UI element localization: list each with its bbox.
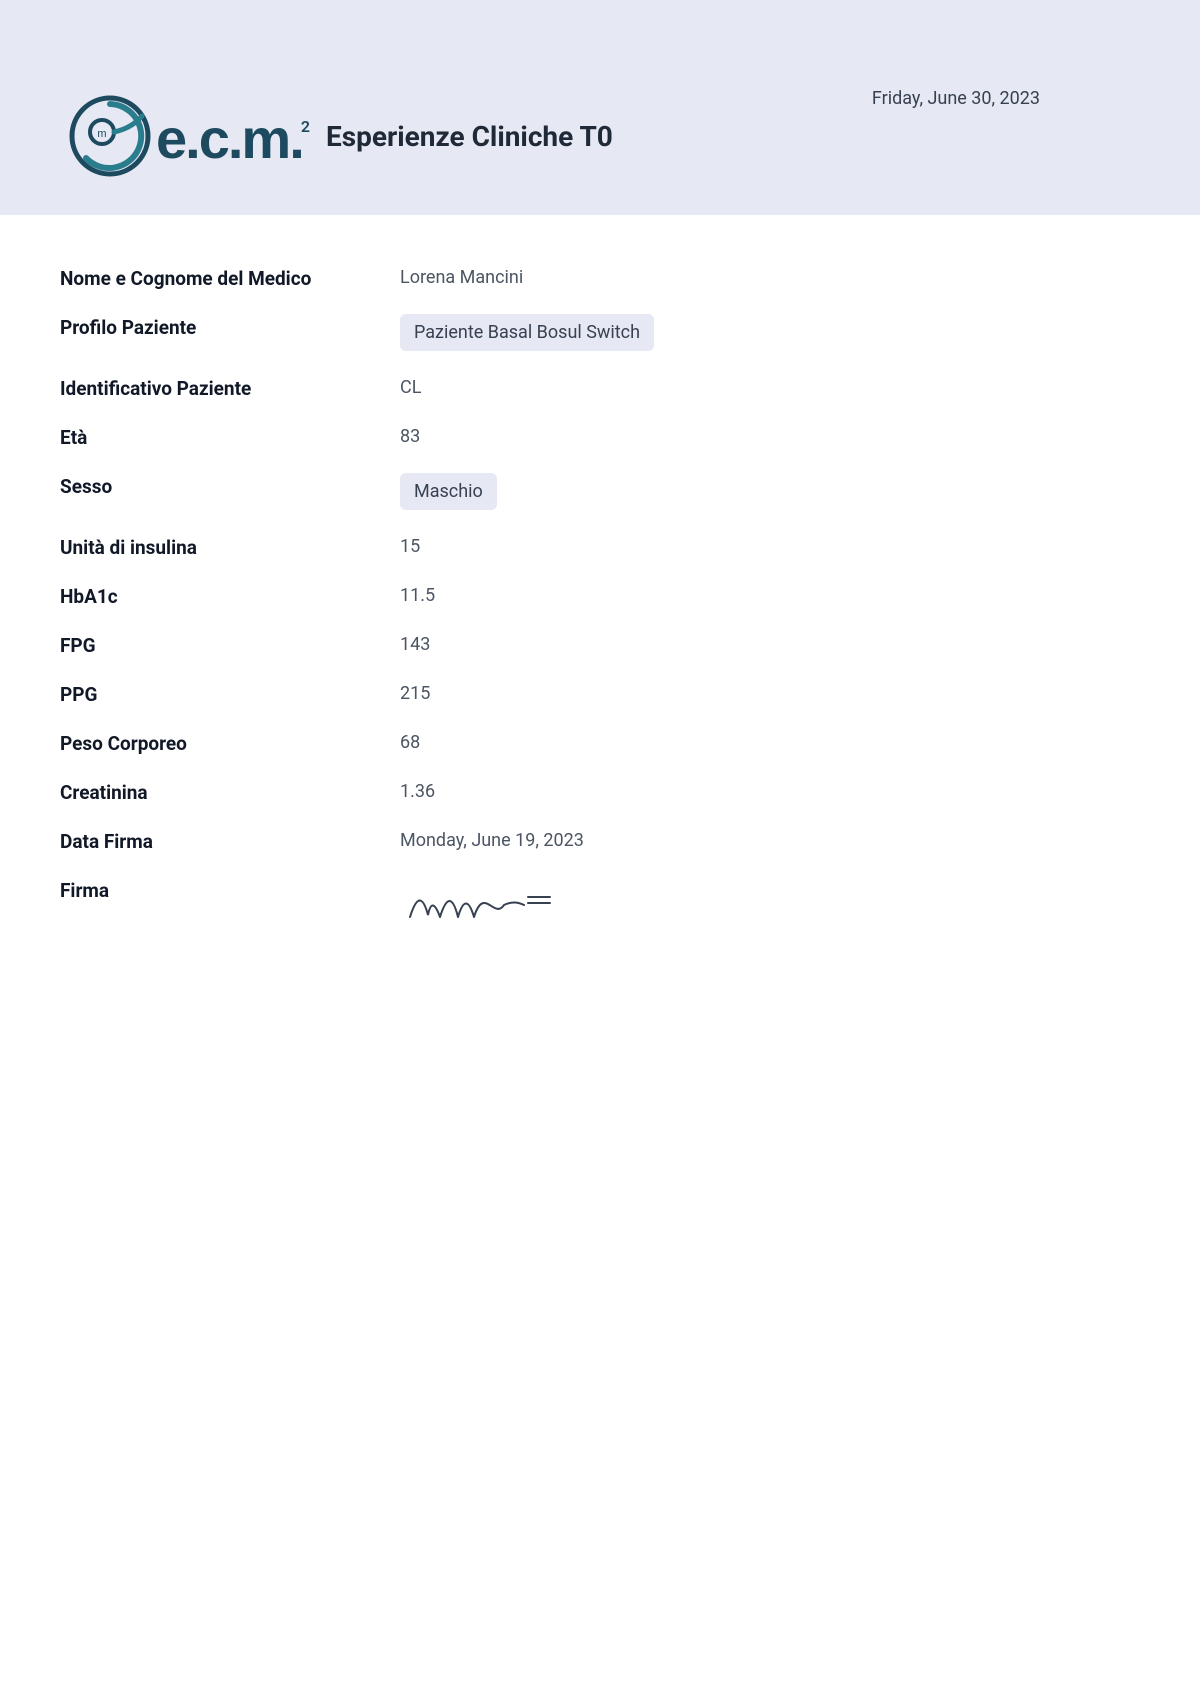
hba1c-label: HbA1c (60, 581, 400, 608)
insulin-label: Unità di insulina (60, 532, 400, 559)
doctor-label: Nome e Cognome del Medico (60, 263, 400, 290)
ppg-value: 215 (400, 679, 430, 704)
fpg-label: FPG (60, 630, 400, 657)
header-band: Friday, June 30, 2023 m e.c.m. 2 Esperie… (0, 0, 1200, 215)
field-row-patient-id: Identificativo Paziente CL (60, 373, 1140, 400)
hba1c-value: 11.5 (400, 581, 435, 606)
svg-text:2: 2 (301, 117, 310, 136)
field-row-hba1c: HbA1c 11.5 (60, 581, 1140, 608)
field-row-sign-date: Data Firma Monday, June 19, 2023 (60, 826, 1140, 853)
field-row-sex: Sesso Maschio (60, 471, 1140, 510)
ppg-label: PPG (60, 679, 400, 706)
field-row-insulin: Unità di insulina 15 (60, 532, 1140, 559)
signature-value (400, 875, 580, 930)
sex-label: Sesso (60, 471, 400, 498)
signature-icon (400, 875, 580, 925)
patient-id-label: Identificativo Paziente (60, 373, 400, 400)
sex-chip: Maschio (400, 473, 497, 510)
document-date: Friday, June 30, 2023 (872, 88, 1040, 109)
patient-id-value: CL (400, 373, 421, 398)
sign-date-label: Data Firma (60, 826, 400, 853)
doctor-value: Lorena Mancini (400, 263, 523, 288)
field-row-doctor: Nome e Cognome del Medico Lorena Mancini (60, 263, 1140, 290)
weight-value: 68 (400, 728, 420, 753)
profile-value: Paziente Basal Bosul Switch (400, 312, 654, 351)
field-row-profile: Profilo Paziente Paziente Basal Bosul Sw… (60, 312, 1140, 351)
sex-value: Maschio (400, 471, 497, 510)
age-label: Età (60, 422, 400, 449)
ecm-logo-icon: m e.c.m. 2 (62, 88, 314, 184)
field-row-fpg: FPG 143 (60, 630, 1140, 657)
svg-text:e.c.m.: e.c.m. (156, 107, 303, 170)
creatinine-value: 1.36 (400, 777, 435, 802)
weight-label: Peso Corporeo (60, 728, 400, 755)
fpg-value: 143 (400, 630, 430, 655)
field-row-signature: Firma (60, 875, 1140, 930)
profile-chip: Paziente Basal Bosul Switch (400, 314, 654, 351)
profile-label: Profilo Paziente (60, 312, 400, 339)
signature-label: Firma (60, 875, 400, 902)
form-content: Nome e Cognome del Medico Lorena Mancini… (0, 215, 1200, 1000)
field-row-age: Età 83 (60, 422, 1140, 449)
field-row-creatinine: Creatinina 1.36 (60, 777, 1140, 804)
insulin-value: 15 (400, 532, 420, 557)
svg-text:m: m (97, 128, 106, 140)
creatinine-label: Creatinina (60, 777, 400, 804)
field-row-weight: Peso Corporeo 68 (60, 728, 1140, 755)
age-value: 83 (400, 422, 420, 447)
logo-row: m e.c.m. 2 Esperienze Cliniche T0 (62, 88, 613, 184)
sign-date-value: Monday, June 19, 2023 (400, 826, 584, 851)
page-title: Esperienze Cliniche T0 (326, 120, 613, 153)
field-row-ppg: PPG 215 (60, 679, 1140, 706)
